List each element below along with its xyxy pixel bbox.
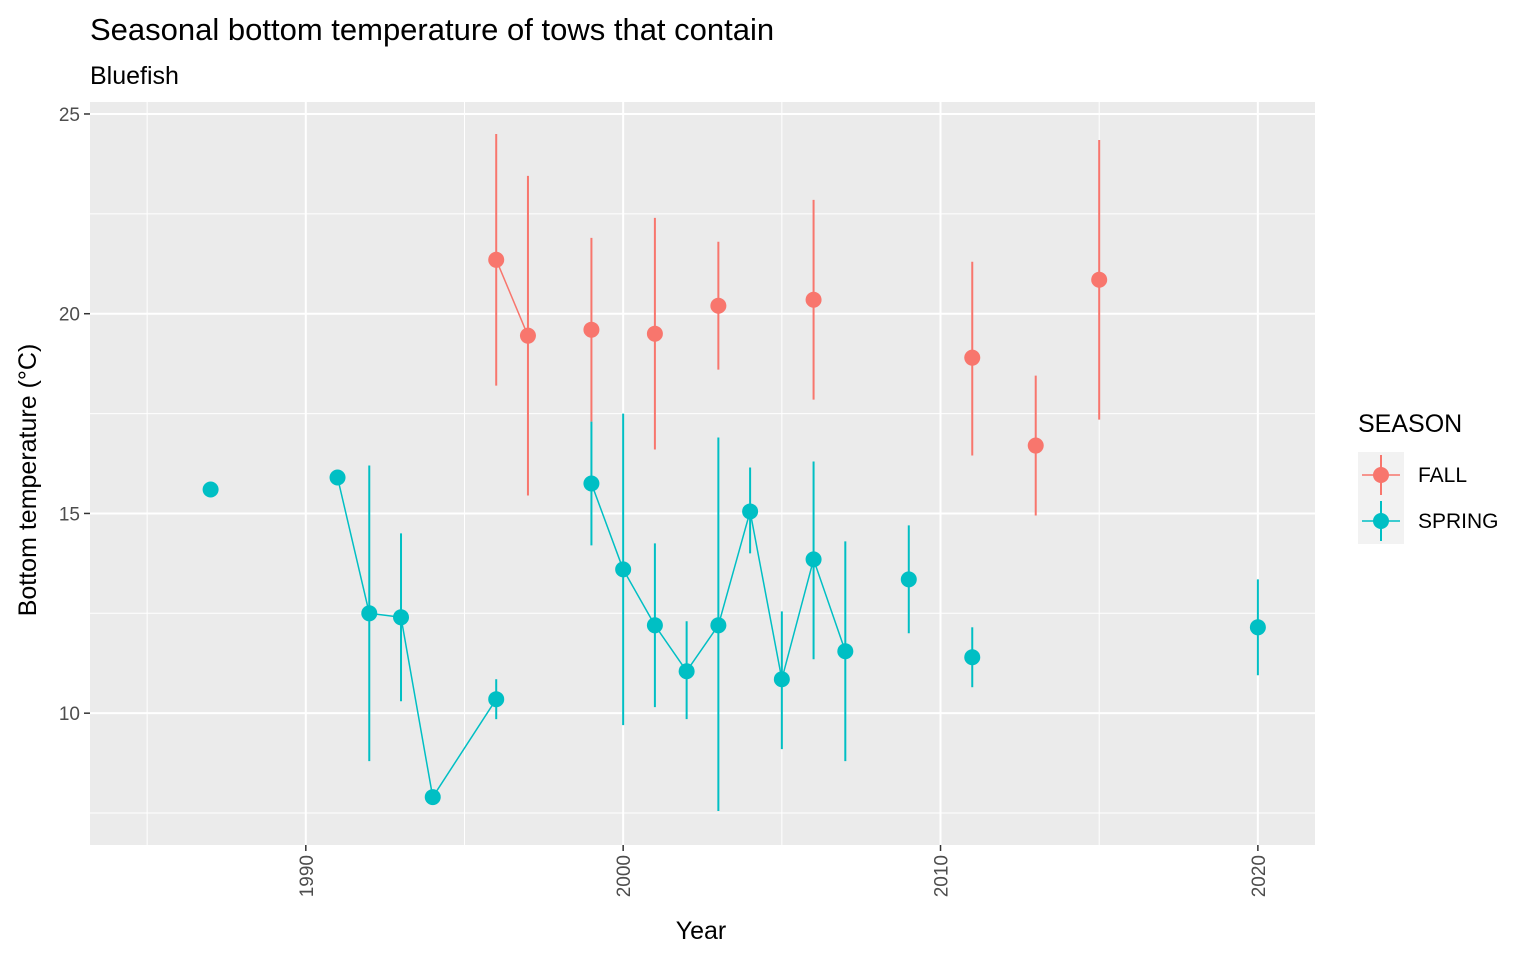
data-point	[678, 663, 695, 680]
data-point	[837, 643, 854, 660]
y-tick-label: 20	[59, 305, 80, 326]
chart-title: Seasonal bottom temperature of tows that…	[90, 12, 774, 47]
data-point	[710, 297, 727, 314]
chart-subtitle: Bluefish	[90, 62, 179, 90]
data-point	[488, 251, 505, 268]
legend: SEASON FALL SPRING	[1358, 410, 1499, 544]
legend-item-spring: SPRING	[1358, 498, 1499, 544]
legend-key-point	[1373, 513, 1389, 529]
data-point	[646, 325, 663, 342]
data-point	[646, 617, 663, 634]
x-tick-label: 2020	[1249, 855, 1270, 897]
data-point	[615, 561, 632, 578]
x-axis: 1990 2000 2010 2020	[297, 845, 1270, 897]
plot-panel	[90, 102, 1315, 845]
data-point	[202, 481, 219, 498]
data-point	[329, 469, 346, 486]
legend-label: FALL	[1418, 464, 1467, 487]
data-point	[964, 649, 981, 666]
data-point	[519, 327, 536, 344]
data-point	[805, 291, 822, 308]
data-point	[1027, 437, 1044, 454]
series-spring	[202, 413, 1266, 812]
legend-label: SPRING	[1418, 510, 1499, 533]
legend-item-fall: FALL	[1358, 452, 1467, 498]
data-point	[424, 789, 441, 806]
y-tick-label: 25	[59, 105, 80, 126]
data-point	[742, 503, 759, 520]
data-point	[773, 671, 790, 688]
data-point	[964, 349, 981, 366]
data-point	[805, 551, 822, 568]
x-tick-label: 2000	[614, 855, 635, 897]
data-point	[488, 691, 505, 708]
y-tick-label: 10	[59, 704, 80, 725]
y-axis-title: Bottom temperature (°C)	[14, 344, 42, 617]
legend-title: SEASON	[1358, 410, 1462, 438]
data-point	[393, 609, 410, 626]
data-point	[1249, 619, 1266, 636]
legend-key-point	[1373, 467, 1389, 483]
data-point	[1091, 271, 1108, 288]
y-tick-label: 15	[59, 504, 80, 525]
x-tick-label: 1990	[297, 855, 318, 897]
series-fall	[488, 133, 1108, 516]
y-axis: 10 15 20 25	[59, 105, 90, 725]
data-point	[361, 605, 378, 622]
data-point	[583, 321, 600, 338]
data-point	[583, 475, 600, 492]
x-axis-title: Year	[676, 917, 727, 945]
data-point	[900, 571, 917, 588]
x-tick-label: 2010	[932, 855, 953, 897]
series-line	[495, 259, 529, 336]
data-layer	[202, 133, 1266, 812]
data-point	[710, 617, 727, 634]
